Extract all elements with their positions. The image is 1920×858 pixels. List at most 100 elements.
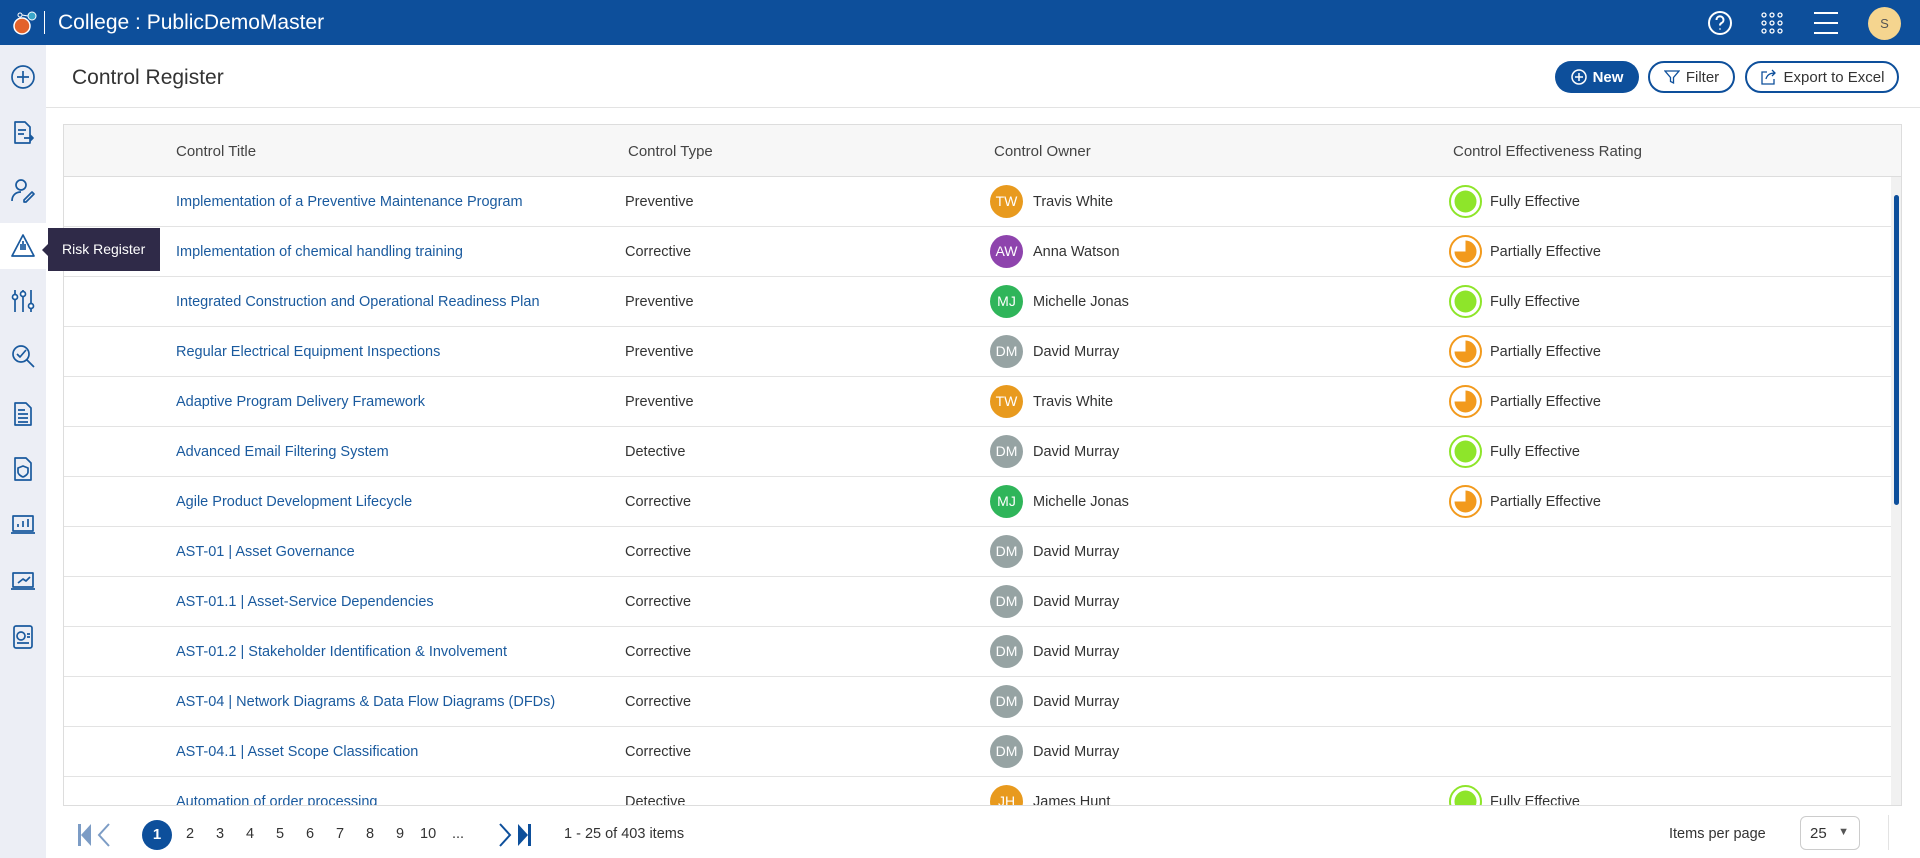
new-label: New xyxy=(1592,68,1624,86)
control-title-link[interactable]: AST-01.1 | Asset-Service Dependencies xyxy=(176,594,434,610)
export-icon xyxy=(1760,69,1776,85)
last-page-icon[interactable] xyxy=(496,822,536,848)
export-label: Export to Excel xyxy=(1783,68,1885,86)
page-number: 10 xyxy=(420,826,437,842)
control-owner: David Murray xyxy=(1033,694,1120,710)
effectiveness-rating: Partially Effective xyxy=(1490,494,1601,510)
effectiveness-rating: Fully Effective xyxy=(1490,294,1580,310)
help-icon[interactable] xyxy=(1706,9,1734,37)
control-title-link[interactable]: AST-04 | Network Diagrams & Data Flow Di… xyxy=(176,694,556,710)
menu-icon[interactable] xyxy=(1812,9,1840,37)
filter-label: Filter xyxy=(1685,68,1720,86)
fully-effective-icon xyxy=(1449,435,1482,468)
table-row[interactable]: AST-01 | Asset Governance Corrective DM … xyxy=(64,527,1891,577)
table-row[interactable]: AST-01.1 | Asset-Service Dependencies Co… xyxy=(64,577,1891,627)
table-row[interactable]: Implementation of chemical handling trai… xyxy=(64,227,1891,277)
filter-icon xyxy=(1663,70,1680,85)
control-owner: David Murray xyxy=(1033,594,1120,610)
column-header-rating[interactable]: Control Effectiveness Rating xyxy=(1453,143,1642,160)
export-excel-button[interactable]: Export to Excel xyxy=(1745,61,1899,93)
control-title-link[interactable]: AST-01 | Asset Governance xyxy=(176,544,355,560)
user-avatar[interactable]: S xyxy=(1868,7,1901,40)
table-row[interactable]: Advanced Email Filtering System Detectiv… xyxy=(64,427,1891,477)
user-edit-icon[interactable] xyxy=(9,176,37,204)
owner-avatar: MJ xyxy=(990,485,1023,518)
partially-effective-icon xyxy=(1449,485,1482,518)
control-title-link[interactable]: Regular Electrical Equipment Inspections xyxy=(176,344,441,360)
table-row[interactable]: Integrated Construction and Operational … xyxy=(64,277,1891,327)
document-icon[interactable] xyxy=(9,400,37,428)
control-owner: David Murray xyxy=(1033,744,1120,760)
tooltip: Risk Register xyxy=(42,228,160,271)
scrollbar-thumb[interactable] xyxy=(1894,195,1899,505)
owner-avatar: DM xyxy=(990,535,1023,568)
owner-avatar: TW xyxy=(990,185,1023,218)
owner-avatar: DM xyxy=(990,435,1023,468)
control-title-link[interactable]: AST-04.1 | Asset Scope Classification xyxy=(176,744,419,760)
page-title: Control Register xyxy=(72,66,224,89)
control-type: Preventive xyxy=(625,394,694,410)
control-owner: David Murray xyxy=(1033,544,1120,560)
owner-avatar: DM xyxy=(990,685,1023,718)
items-per-page-value: 25 xyxy=(1810,825,1827,842)
table-row[interactable]: AST-04.1 | Asset Scope Classification Co… xyxy=(64,727,1891,777)
items-summary: 1 - 25 of 403 items xyxy=(564,826,685,842)
table-row[interactable]: Regular Electrical Equipment Inspections… xyxy=(64,327,1891,377)
control-title-link[interactable]: Integrated Construction and Operational … xyxy=(176,294,540,310)
column-header-type[interactable]: Control Type xyxy=(628,143,713,160)
page-1-button[interactable]: 1 xyxy=(142,820,172,850)
plus-circle-icon xyxy=(1570,69,1587,85)
control-owner: Travis White xyxy=(1033,194,1114,210)
table-row[interactable]: Agile Product Development Lifecycle Corr… xyxy=(64,477,1891,527)
page-number: 7 xyxy=(336,826,345,842)
column-header-owner[interactable]: Control Owner xyxy=(994,143,1091,160)
new-button[interactable]: New xyxy=(1555,61,1639,93)
controls-sliders-icon[interactable] xyxy=(9,287,37,315)
table-row[interactable]: Automation of order processing Detective… xyxy=(64,777,1891,806)
app-logo-icon[interactable] xyxy=(10,9,38,37)
control-type: Preventive xyxy=(625,194,694,210)
control-owner: Anna Watson xyxy=(1033,244,1120,260)
document-export-icon[interactable] xyxy=(9,119,37,147)
add-icon[interactable] xyxy=(9,63,37,91)
control-title-link[interactable]: Adaptive Program Delivery Framework xyxy=(176,394,425,410)
items-per-page-select[interactable]: 25 ▼ xyxy=(1800,816,1860,850)
owner-avatar: DM xyxy=(990,635,1023,668)
page-number: 5 xyxy=(276,826,285,842)
divider xyxy=(1888,815,1889,850)
fully-effective-icon xyxy=(1449,185,1482,218)
table-row[interactable]: AST-04 | Network Diagrams & Data Flow Di… xyxy=(64,677,1891,727)
control-table: Control Title Control Type Control Owner… xyxy=(63,124,1902,806)
control-title-link[interactable]: Agile Product Development Lifecycle xyxy=(176,494,413,510)
page-number: 6 xyxy=(306,826,315,842)
effectiveness-rating: Partially Effective xyxy=(1490,344,1601,360)
control-owner: Michelle Jonas xyxy=(1033,494,1129,510)
column-header-title[interactable]: Control Title xyxy=(176,143,257,160)
control-owner: Travis White xyxy=(1033,394,1114,410)
control-title-link[interactable]: AST-01.2 | Stakeholder Identification & … xyxy=(176,644,508,660)
control-title-link[interactable]: Implementation of chemical handling trai… xyxy=(176,244,463,260)
first-page-icon[interactable] xyxy=(77,822,117,848)
dropdown-arrow-icon: ▼ xyxy=(1838,826,1849,838)
table-row[interactable]: Adaptive Program Delivery Framework Prev… xyxy=(64,377,1891,427)
scrollbar[interactable] xyxy=(1891,177,1901,805)
control-title-link[interactable]: Advanced Email Filtering System xyxy=(176,444,389,460)
control-title-link[interactable]: Automation of order processing xyxy=(176,794,378,806)
table-row[interactable]: AST-01.2 | Stakeholder Identification & … xyxy=(64,627,1891,677)
apps-grid-icon[interactable] xyxy=(1758,9,1786,37)
owner-avatar: TW xyxy=(990,385,1023,418)
filter-button[interactable]: Filter xyxy=(1648,61,1735,93)
trend-report-icon[interactable] xyxy=(9,566,37,594)
policy-shield-icon[interactable] xyxy=(9,455,37,483)
table-row[interactable]: Implementation of a Preventive Maintenan… xyxy=(64,177,1891,227)
page-number: 3 xyxy=(216,826,225,842)
partially-effective-icon xyxy=(1449,235,1482,268)
control-title-link[interactable]: Implementation of a Preventive Maintenan… xyxy=(176,194,523,210)
audit-search-icon[interactable] xyxy=(9,342,37,370)
partially-effective-icon xyxy=(1449,385,1482,418)
control-owner: David Murray xyxy=(1033,344,1120,360)
risk-register-icon[interactable] xyxy=(9,232,37,260)
dashboard-chart-icon[interactable] xyxy=(9,511,37,539)
report-pie-icon[interactable] xyxy=(9,623,37,651)
page-number: 4 xyxy=(246,826,255,842)
